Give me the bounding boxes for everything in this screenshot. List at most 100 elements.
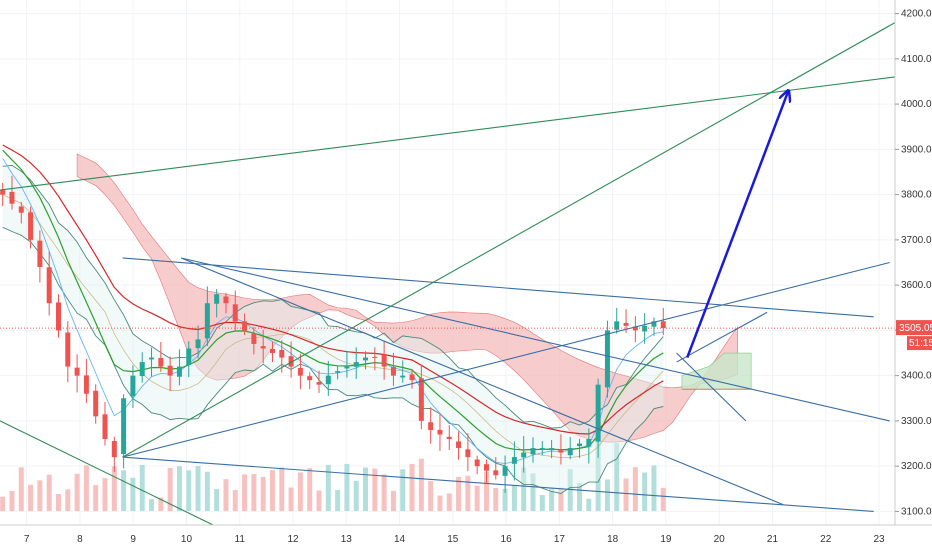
candle-body [139,362,145,377]
volume-bar [158,497,164,511]
volume-bar [186,470,192,511]
candle-body [158,357,164,367]
volume-bar [456,476,462,511]
y-tick-label: 3900.00 [901,144,932,155]
trendline [122,456,874,512]
y-tick-label: 4200.00 [901,9,932,20]
candle-body [353,362,359,367]
y-tick-label: 3600.00 [901,280,932,291]
volume-bar [232,490,238,511]
candle-body [567,448,573,456]
candle-body [381,354,387,367]
candle-body [214,294,220,304]
candle-body [400,375,406,378]
volume-bar [269,470,275,511]
volume-bar [167,468,173,511]
volume-bar [465,475,471,511]
trendline [122,261,890,458]
volume-bar [9,490,15,511]
volume-bar [111,466,117,511]
volume-bar [437,495,443,511]
volume-bar [83,465,89,511]
candle-body [660,321,666,329]
trendline [676,352,747,422]
volume-bar [353,480,359,511]
volume-bar [93,485,99,511]
candle-body [102,414,108,440]
x-tick-label: 17 [554,534,566,545]
volume-bar [307,468,313,511]
x-tick-label: 12 [287,534,299,545]
candle-body [83,375,89,394]
volume-bar [567,469,573,511]
candle-body [242,321,248,331]
volume-bar [539,495,545,511]
volume-bar [335,489,341,511]
volume-bar [418,458,424,511]
volume-bar [37,480,43,511]
candle-body [549,448,555,451]
candle-body [0,190,6,195]
candle-body [37,240,43,268]
x-tick-label: 13 [341,534,353,545]
volume-bar [632,467,638,511]
trendline [0,76,896,191]
trendline [122,22,896,458]
volume-bar [149,499,155,511]
volume-bar [18,467,24,511]
candle-body [46,267,52,304]
candle-body [642,325,648,332]
x-tick-label: 10 [181,534,193,545]
volume-bar [651,465,657,511]
volume-bar [660,487,666,511]
lagging-span [2,194,664,458]
candle-body [223,296,229,304]
volume-bar [577,483,583,511]
candlesticks [0,175,666,493]
candle-body [325,375,331,385]
candle-body [493,470,499,476]
candle-body [511,457,517,464]
volume-bar [549,487,555,511]
candle-body [18,206,24,213]
candle-body [232,304,238,322]
volume-bar [521,467,527,511]
volume-bar [130,477,136,511]
current-price-tag: 3505.05 [896,320,932,336]
countdown-tag: 51:15 [907,336,932,351]
volume-bar [363,467,369,511]
volume-bar [381,474,387,511]
volume-bar [46,474,52,511]
candle-body [372,356,378,358]
candle-body [456,441,462,449]
volume-bar [121,470,127,511]
candle-body [409,374,415,381]
candle-body [335,371,341,373]
trendline [181,257,890,422]
candle-body [149,357,155,360]
candle-body [186,348,192,365]
volume-bar [400,469,406,511]
volume-bar [297,472,303,511]
bollinger-fill [2,165,664,494]
y-tick-label: 3300.00 [901,416,932,427]
candle-body [167,365,173,376]
price-axis[interactable]: 4200.00 4100.00 4000.00 3900.00 3800.00 3700.… [894,0,932,525]
trendline-drawings[interactable] [0,22,896,526]
candle-body [297,367,303,376]
volume-bar [288,487,294,511]
ma-blue [2,158,664,465]
candle-body [204,303,210,339]
x-tick-label: 21 [767,534,779,545]
candle-body [363,357,369,361]
y-tick-label: 4100.00 [901,54,932,65]
x-tick-label: 23 [873,534,885,545]
y-tick-label: 3700.00 [901,235,932,246]
candle-body [586,439,592,447]
x-tick-label: 22 [820,534,832,545]
x-tick-label: 15 [447,534,459,545]
y-tick-label: 3200.00 [901,461,932,472]
time-axis[interactable]: 7 8 9 10 11 12 13 14 15 16 17 18 19 20 21 22 23 [0,524,932,545]
candle-body [465,449,471,458]
